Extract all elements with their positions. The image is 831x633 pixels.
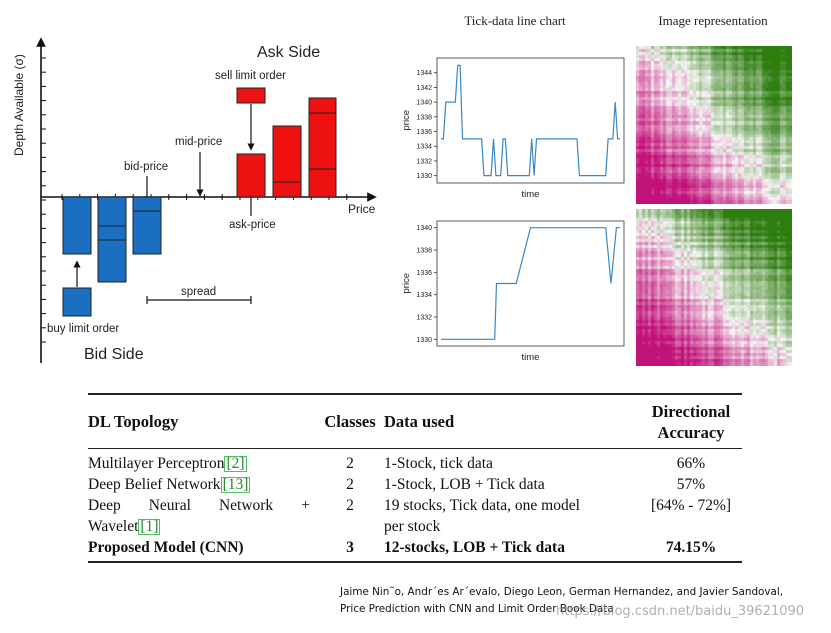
y-tick-label: 1332 — [416, 158, 432, 165]
ask-price-label: ask-price — [229, 219, 276, 231]
header-topology: DL Topology — [88, 412, 179, 431]
y-tick-label: 1336 — [416, 129, 432, 136]
sell-limit-order-box — [236, 87, 266, 104]
ask-side-bars — [236, 87, 337, 198]
citation-line2: Price Prediction with CNN and Limit Orde… — [340, 603, 614, 615]
ask-side-label: Ask Side — [257, 44, 320, 61]
y-tick-label: 1342 — [416, 85, 432, 92]
line-chart-title: Tick-data line chart — [464, 13, 566, 28]
ask-bar-1 — [236, 153, 266, 198]
mid-price-label: mid-price — [175, 136, 222, 148]
row-data-line1: 19 stocks, Tick data, one model — [384, 497, 580, 514]
x-axis-label: time — [522, 189, 540, 200]
citation: Jaime Nin˜o, Andr´es Ar´evalo, Diego Leo… — [340, 584, 810, 618]
watermark: https://blog.csdn.net/baidu_39621090 — [556, 604, 805, 619]
tick-line-chart-2: 1330 1332 1334 1336 1338 1340 time price — [401, 220, 625, 363]
y-axis-label: price — [401, 273, 412, 294]
row-data: 12-stocks, LOB + Tick data — [384, 539, 565, 556]
row-topology: Multilayer Perceptron — [88, 455, 225, 472]
buy-limit-order-box — [62, 287, 92, 317]
y-tick-label: 1338 — [416, 248, 432, 255]
price-series-line — [441, 64, 620, 177]
y-tick-label: 1336 — [416, 270, 432, 277]
citation-link[interactable]: [13] — [220, 476, 251, 493]
y-tick-label: 1330 — [416, 337, 432, 344]
bid-side-label: Bid Side — [84, 346, 144, 363]
row-accuracy: 74.15% — [665, 539, 717, 556]
row-data: 1-Stock, tick data — [384, 455, 493, 472]
row-accuracy: [64% - 72%] — [650, 497, 732, 514]
citation-line1: Jaime Nin˜o, Andr´es Ar´evalo, Diego Leo… — [340, 586, 784, 598]
y-tick-label: 1330 — [416, 173, 432, 180]
image-representation-1 — [636, 46, 792, 204]
tick-line-chart-1: 1330 1332 1334 1336 1338 1340 1342 1344 time pric… — [401, 57, 625, 200]
ask-bar-3 — [308, 97, 337, 198]
row-classes: 2 — [346, 497, 354, 514]
image-representation-title: Image representation — [658, 13, 768, 28]
table-row: Multilayer Perceptron [2] 2 1-Stock, tick… — [88, 449, 742, 475]
row-topology: Deep Belief Network — [88, 476, 221, 493]
x-axis-label: Price — [348, 202, 376, 216]
row-classes: 2 — [346, 455, 354, 472]
citation-link[interactable]: [2] — [224, 455, 247, 472]
buy-limit-order-label: buy limit order — [47, 323, 119, 335]
header-accuracy: Directional Accuracy — [640, 394, 742, 449]
price-series-line — [441, 227, 620, 340]
row-accuracy: 57% — [676, 476, 706, 493]
y-tick-label: 1332 — [416, 314, 432, 321]
y-tick-label: 1344 — [416, 70, 432, 77]
bid-bar-3 — [132, 196, 162, 255]
row-classes: 2 — [346, 476, 354, 493]
y-axis-label: price — [401, 110, 412, 131]
ask-bar-2 — [272, 125, 302, 198]
table-row: Deep Neural Network + Wavelet [1] 2 19 stock… — [88, 495, 742, 537]
citation-link[interactable]: [1] — [138, 518, 161, 535]
table-row-proposed: Proposed Model (CNN) 3 12-stocks, LOB + … — [88, 537, 742, 562]
performance-table: DL Topology Classes Data used Directiona… — [88, 393, 742, 563]
y-tick-label: 1340 — [416, 225, 432, 232]
spread-label: spread — [181, 286, 216, 298]
y-tick-label: 1340 — [416, 100, 432, 107]
table-row: Deep Belief Network [13] 2 1-Stock, LOB +… — [88, 474, 742, 495]
bid-price-label: bid-price — [124, 161, 168, 173]
header-accuracy-line1: Directional — [651, 401, 731, 421]
row-data-line2: per stock — [384, 518, 441, 535]
x-axis-label: time — [522, 352, 540, 363]
spread-bracket — [146, 296, 252, 304]
row-topology: Proposed Model (CNN) — [88, 539, 244, 556]
row-topology-line1: Deep Neural Network + — [88, 497, 310, 514]
bid-bar-1 — [62, 196, 92, 255]
row-classes: 3 — [346, 539, 354, 556]
order-book-diagram: Depth Available (σ) Price Ask Side Bid S… — [12, 37, 377, 363]
y-tick-label: 1334 — [416, 292, 432, 299]
y-axis-label: Depth Available (σ) — [12, 54, 26, 156]
header-accuracy-line2: Accuracy — [657, 422, 725, 442]
header-classes: Classes — [324, 412, 376, 431]
bid-side-bars — [62, 196, 162, 317]
y-tick-label: 1338 — [416, 114, 432, 121]
header-data: Data used — [384, 412, 455, 431]
plot-frame — [436, 220, 625, 347]
row-data: 1-Stock, LOB + Tick data — [384, 476, 545, 493]
image-representation-2 — [636, 209, 792, 366]
y-axis-ticks — [41, 57, 46, 343]
sell-limit-order-label: sell limit order — [215, 70, 286, 82]
row-topology-line2: Wavelet [1] — [88, 518, 161, 535]
y-tick-label: 1334 — [416, 144, 432, 151]
table-header-row: DL Topology Classes Data used Directiona… — [88, 394, 742, 449]
row-accuracy: 66% — [676, 455, 706, 472]
